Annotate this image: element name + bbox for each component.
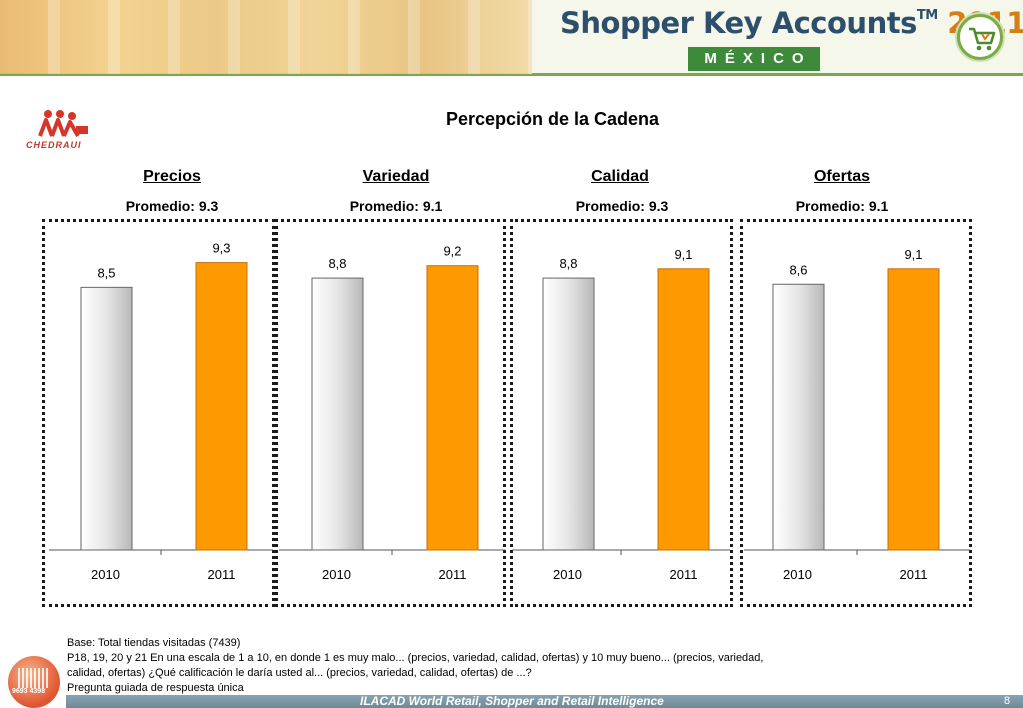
panel-frame-precios: [42, 219, 275, 607]
data-label: 8,8: [328, 256, 346, 271]
shopping-cart-icon: [969, 27, 996, 51]
trademark: TM: [916, 8, 938, 23]
x-tick-label: 2011: [208, 567, 236, 582]
data-label: 9,3: [212, 241, 230, 256]
chain-logo: CHEDRAUI: [26, 108, 116, 154]
page-title: Percepción de la Cadena: [445, 109, 660, 129]
data-label: 8,8: [559, 256, 577, 271]
footnote-base: Base: Total tiendas visitadas (7439): [67, 637, 241, 649]
header-photo: [0, 0, 532, 74]
data-label: 8,5: [97, 265, 115, 280]
panel-label-variedad: Variedad: [362, 168, 430, 185]
ilacad-logo-code: 9693 4398: [12, 688, 46, 695]
panel-frame-variedad: [275, 219, 506, 607]
header-photo-overlay: [0, 0, 532, 74]
x-tick-label: 2010: [322, 567, 351, 582]
footnote-question-cont: calidad, ofertas) ¿Qué calificación le d…: [67, 667, 532, 679]
bar-precios-2011: [195, 262, 248, 551]
x-tick-label: 2011: [900, 567, 928, 582]
x-tick-label: 2010: [783, 567, 812, 582]
panel-label-ofertas: Ofertas: [813, 168, 871, 185]
data-label: 8,6: [789, 262, 807, 277]
x-tick-label: 2011: [439, 567, 467, 582]
x-tick-label: 2011: [670, 567, 698, 582]
panel-label-precios: Precios: [143, 168, 201, 185]
footnote-note: Pregunta guiada de respuesta única: [67, 682, 244, 694]
header-banner: Shopper Key AccountsTM 2011 MÉXICO: [0, 0, 1023, 76]
x-tick-label: 2010: [553, 567, 582, 582]
brand-title: Shopper Key AccountsTM 2011: [560, 6, 1023, 40]
bar-variedad-2010: [311, 277, 364, 551]
bar-variedad-2011: [426, 265, 479, 551]
panel-label-calidad: Calidad: [591, 168, 649, 185]
page-number: 8: [1004, 695, 1011, 707]
country-badge: MÉXICO: [688, 47, 820, 71]
chain-logo-text: CHEDRAUI: [26, 140, 82, 150]
cart-logo: [957, 14, 1003, 60]
footer-bar: [66, 695, 1023, 708]
bar-calidad-2011: [657, 268, 710, 551]
data-label: 9,1: [674, 247, 692, 262]
panel-average-precios: Promedio: 9.3: [125, 198, 219, 214]
panel-average-variedad: Promedio: 9.1: [349, 198, 443, 214]
panel-average-calidad: Promedio: 9.3: [575, 198, 669, 214]
x-tick-label: 2010: [91, 567, 120, 582]
footer-text: ILACAD World Retail, Shopper and Retail …: [360, 694, 664, 708]
footnote-question: P18, 19, 20 y 21 En una escala de 1 a 10…: [67, 652, 764, 664]
bar-ofertas-2010: [772, 283, 825, 551]
brand-name: Shopper Key Accounts: [560, 6, 917, 40]
bar-calidad-2010: [542, 277, 595, 551]
bar-ofertas-2011: [887, 268, 940, 551]
panel-frame-ofertas: [740, 219, 972, 607]
bar-precios-2010: [80, 286, 133, 551]
ilacad-logo: [8, 656, 60, 708]
data-label: 9,1: [904, 247, 922, 262]
panel-average-ofertas: Promedio: 9.1: [795, 198, 889, 214]
panel-frame-calidad: [510, 219, 733, 607]
data-label: 9,2: [443, 244, 461, 259]
footnote: Base: Total tiendas visitadas (7439) P18…: [67, 636, 837, 696]
people-logo-icon: [38, 110, 88, 137]
